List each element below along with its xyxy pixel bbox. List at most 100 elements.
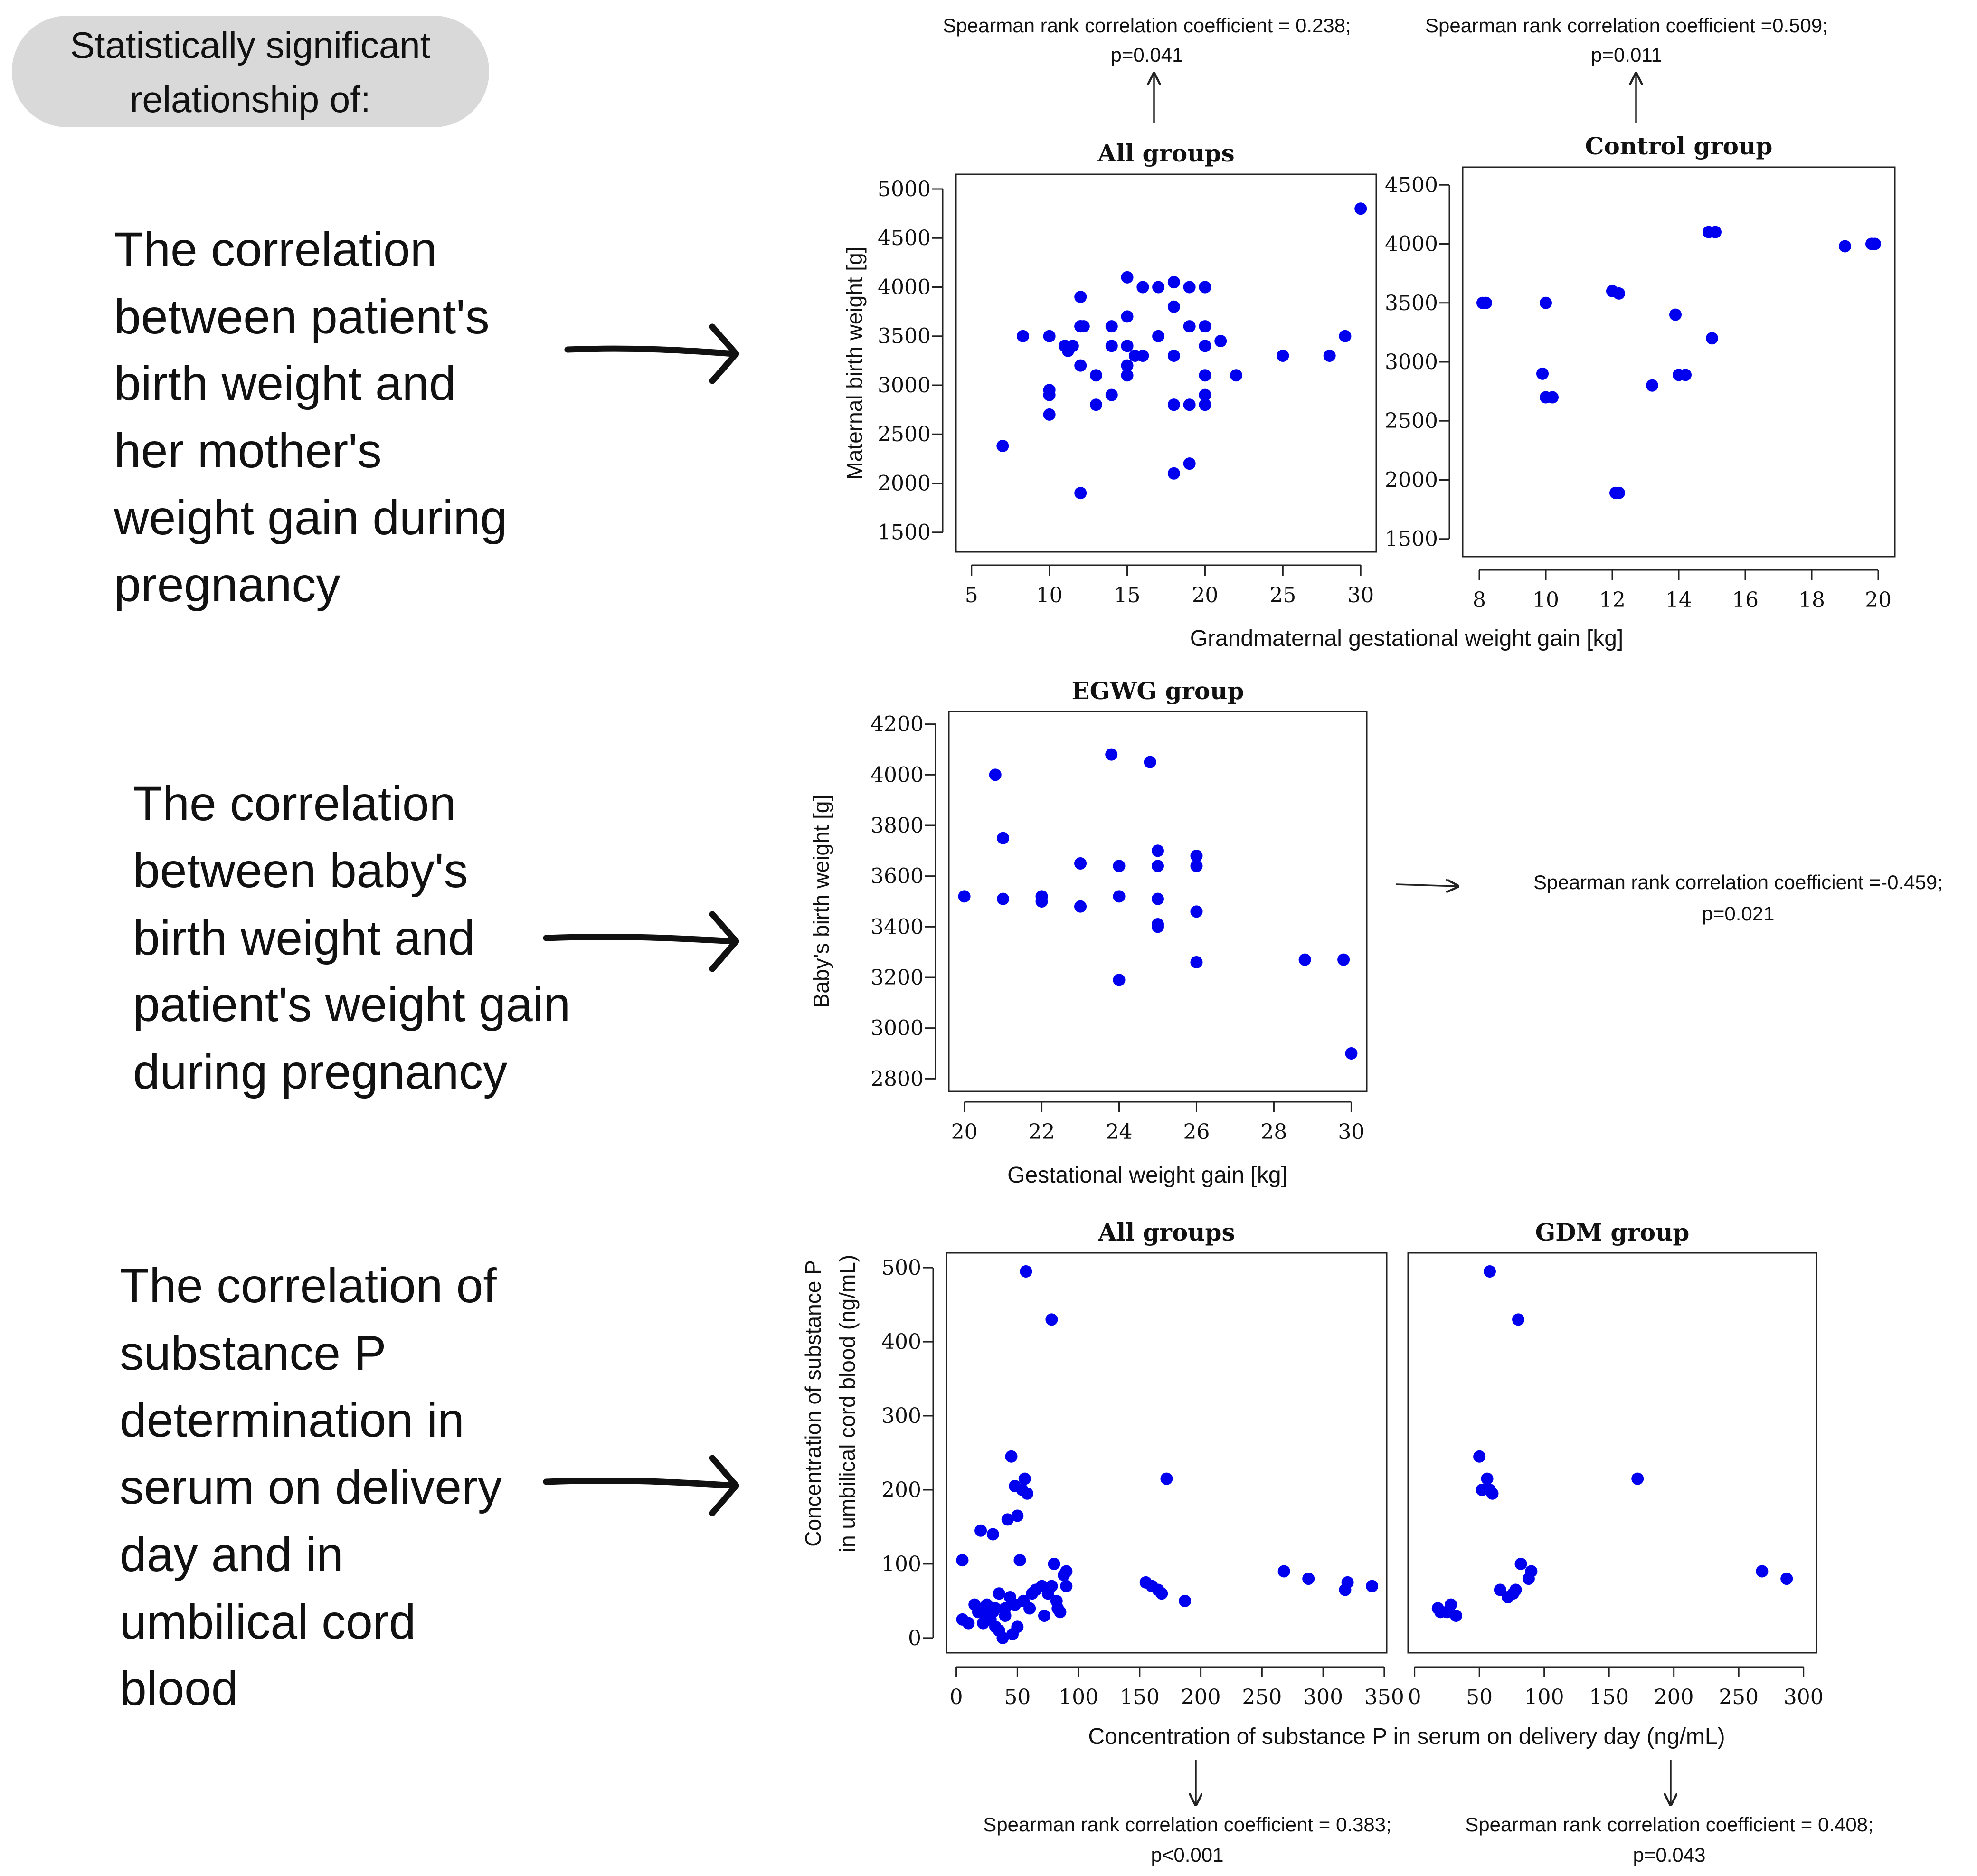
c3-y-tick-label: 3600 — [870, 864, 924, 889]
c4-data-point — [1011, 1509, 1024, 1522]
c2-y-tick-label: 3000 — [1385, 350, 1438, 374]
c2-data-point — [1679, 369, 1692, 381]
c1-y-tick-label: 3000 — [878, 373, 931, 398]
row2-line-4: patient's weight gain — [133, 977, 570, 1032]
c4-x-tick-label: 350 — [1364, 1685, 1404, 1709]
row3-line-3: determination in — [120, 1393, 464, 1447]
c4-y-tick-label: 500 — [881, 1256, 921, 1280]
c1-data-point — [1199, 340, 1211, 352]
c1-data-point — [1043, 330, 1056, 342]
c3-x-tick-label: 24 — [1106, 1120, 1133, 1144]
c1-data-point — [1167, 398, 1180, 411]
c5-data-point — [1512, 1313, 1525, 1326]
c2-data-point — [1613, 486, 1625, 499]
c1-y-tick-label: 2000 — [878, 471, 931, 495]
c1-data-point — [1043, 408, 1056, 421]
c4-data-point — [1005, 1450, 1018, 1463]
c2-x-tick-label: 8 — [1473, 588, 1486, 612]
c1-title: All groups — [1097, 139, 1234, 167]
c3-data-point — [997, 892, 1010, 905]
c3-y-tick-label: 4200 — [870, 712, 924, 737]
c2-data-point — [1613, 287, 1625, 300]
c4-data-point — [989, 1602, 1002, 1615]
c3-data-point — [1152, 844, 1164, 857]
annotation-1-line-2: p=0.041 — [1111, 44, 1183, 66]
c3-data-point — [1152, 918, 1164, 930]
c2-data-point — [1869, 237, 1881, 250]
c5-data-point — [1473, 1450, 1486, 1463]
c1-data-point — [1121, 369, 1134, 382]
c2-x-tick-label: 14 — [1665, 588, 1692, 612]
c3-data-point — [1105, 748, 1118, 761]
c1-data-point — [1199, 388, 1211, 401]
c3-plot-frame — [948, 711, 1368, 1092]
c2-x-tick-label: 16 — [1732, 588, 1759, 612]
c1-x-tick-label: 15 — [1114, 583, 1141, 607]
c1-data-point — [1074, 359, 1087, 372]
c3-data-point — [1035, 895, 1048, 908]
c1-data-point — [1121, 359, 1134, 372]
c1-data-point — [1121, 340, 1134, 352]
c1-data-point — [1199, 398, 1211, 411]
annotation-4: Spearman rank correlation coefficient = … — [983, 1813, 1391, 1866]
c4-data-point — [974, 1524, 987, 1537]
c5-plot-frame — [1407, 1252, 1817, 1654]
c3-y-tick-label: 2800 — [870, 1067, 924, 1091]
row3-line-1: The correlation of — [120, 1259, 497, 1313]
c5-x-tick-label: 200 — [1654, 1685, 1694, 1709]
c4-data-point — [1366, 1580, 1379, 1592]
c2-data-point — [1546, 391, 1559, 404]
chart-egwg-group: EGWG group 20 22 24 26 28 30 2800 3000 3200 3400 36… — [809, 677, 1368, 1188]
c5-x-tick-label: 250 — [1719, 1685, 1759, 1709]
c3-y-tick-label: 3200 — [870, 966, 924, 990]
c3-data-point — [1113, 974, 1126, 986]
c1-data-point — [1167, 350, 1180, 362]
c5-title: GDM group — [1535, 1218, 1690, 1246]
c1-data-point — [1016, 330, 1029, 342]
annotation-3-arrow — [1396, 884, 1458, 886]
c3-y-tick-label: 3000 — [870, 1016, 924, 1041]
c4-x-tick-label: 300 — [1303, 1685, 1343, 1709]
c4-title: All groups — [1097, 1218, 1235, 1246]
c1-data-point — [1199, 281, 1211, 294]
row1-line-5: weight gain during — [114, 491, 507, 545]
c4-data-point — [1011, 1620, 1024, 1633]
c2-y-tick-label: 4000 — [1385, 232, 1438, 256]
c1-data-point — [1105, 340, 1118, 352]
c5-x-tick-label: 0 — [1408, 1685, 1421, 1709]
row3-line-2: substance P — [120, 1326, 386, 1380]
c1-data-point — [1066, 340, 1079, 352]
c5-data-point — [1525, 1565, 1538, 1578]
c3-x-tick-label: 22 — [1029, 1120, 1055, 1144]
c2-x-tick-label: 20 — [1865, 588, 1892, 612]
c4-data-point — [1302, 1573, 1315, 1585]
c1-data-point — [1074, 291, 1087, 303]
c1-data-point — [1167, 276, 1180, 289]
c1-plot-frame — [955, 173, 1377, 553]
header-badge-line-1: Statistically significant — [70, 24, 431, 66]
c2-plot-frame — [1462, 166, 1896, 558]
c5-data-point — [1756, 1565, 1769, 1578]
c1-data-point — [1074, 487, 1087, 500]
c4-y-tick-label: 100 — [881, 1552, 921, 1576]
c1-data-point — [1105, 388, 1118, 401]
c4-data-point — [1060, 1580, 1073, 1592]
c2-data-point — [1669, 308, 1682, 321]
c1-x-tick-label: 20 — [1192, 583, 1218, 607]
c2-x-tick-label: 10 — [1532, 588, 1559, 612]
c1-data-point — [1121, 310, 1134, 323]
c2-data-point — [1540, 296, 1552, 309]
row3-arrow — [543, 1455, 739, 1516]
c3-data-point — [1337, 953, 1350, 966]
c1-data-point — [1136, 281, 1149, 294]
c3-data-point — [1190, 850, 1203, 862]
chart-gdm-group-substance-p: GDM group 0 50 100 150 200 250 300 — [1407, 1218, 1824, 1709]
c1-data-point — [1105, 320, 1118, 333]
c1-data-point — [1152, 281, 1165, 294]
row1-line-4: her mother's — [114, 424, 382, 478]
c1-data-point — [1090, 369, 1102, 382]
annotation-5-line-2: p=0.043 — [1633, 1844, 1706, 1866]
row1-line-2: between patient's — [114, 290, 490, 344]
c2-title: Control group — [1585, 132, 1773, 160]
